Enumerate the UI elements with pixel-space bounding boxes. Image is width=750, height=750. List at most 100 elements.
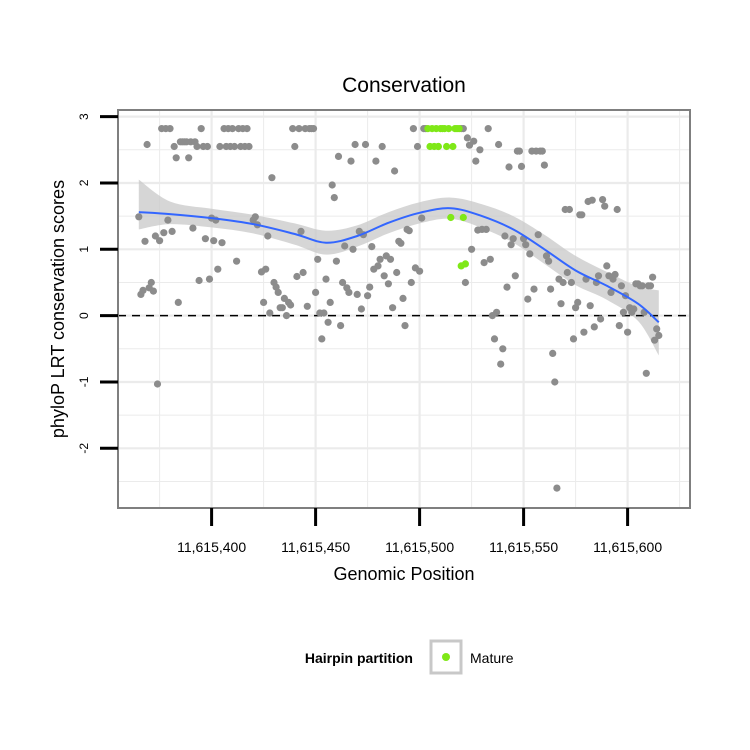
data-point-mature <box>434 142 442 151</box>
data-point-other <box>391 167 399 175</box>
data-point-other <box>141 237 149 245</box>
data-point-other <box>495 140 503 149</box>
smooth-confidence-ribbon <box>138 179 659 356</box>
data-point-other <box>216 142 224 151</box>
data-point-other <box>328 181 336 189</box>
data-point-other <box>361 140 370 149</box>
data-point-other <box>493 308 501 316</box>
data-point-mature <box>461 260 469 268</box>
data-point-other <box>538 147 546 155</box>
data-point-other <box>507 241 515 249</box>
data-point-other <box>597 315 605 323</box>
data-point-other <box>615 322 623 330</box>
x-tick-label: 11,615,500 <box>385 539 454 555</box>
legend-key-mature <box>442 653 450 661</box>
data-point-other <box>468 245 476 253</box>
data-point-other <box>228 125 236 133</box>
data-point-other <box>501 232 509 240</box>
data-point-other <box>590 323 598 331</box>
y-tick-label: 2 <box>77 179 91 186</box>
data-point-other <box>563 268 571 277</box>
data-point-other <box>345 288 353 296</box>
data-point-other <box>353 290 361 298</box>
data-points <box>135 125 663 492</box>
data-point-other <box>470 137 478 145</box>
data-point-other <box>534 231 542 239</box>
data-point-other <box>524 295 532 303</box>
data-point-other <box>268 174 276 182</box>
data-point-other <box>299 268 307 277</box>
data-point-other <box>347 157 355 165</box>
data-point-other <box>522 241 530 249</box>
data-point-other <box>407 278 415 287</box>
y-tick-label: -1 <box>77 376 91 387</box>
data-point-other <box>366 283 374 291</box>
data-point-other <box>185 154 193 162</box>
data-point-other <box>578 211 586 219</box>
data-point-other <box>214 265 222 273</box>
data-point-other <box>490 335 499 343</box>
data-point-other <box>547 285 555 293</box>
data-point-other <box>195 276 203 285</box>
x-tick-label: 11,615,550 <box>489 539 558 555</box>
data-point-other <box>135 213 143 221</box>
legend-label-mature: Mature <box>470 650 514 666</box>
data-point-other <box>472 157 480 165</box>
data-point-other <box>143 140 151 149</box>
data-point-other <box>545 257 553 265</box>
data-point-other <box>480 259 488 267</box>
data-point-other <box>565 205 574 214</box>
data-point-other <box>505 163 513 171</box>
data-point-mature <box>449 142 457 151</box>
x-axis-title: Genomic Position <box>333 564 474 584</box>
data-point-other <box>351 140 359 149</box>
data-point-other <box>166 125 174 133</box>
data-point-other <box>297 227 305 235</box>
data-point-other <box>164 216 172 224</box>
data-point-other <box>295 125 303 133</box>
data-point-other <box>303 302 311 310</box>
data-point-other <box>594 272 603 280</box>
data-point-other <box>337 322 345 330</box>
data-point-other <box>170 142 178 151</box>
data-point-other <box>380 272 388 280</box>
data-point-other <box>649 273 657 281</box>
y-tick-label: 1 <box>77 246 91 253</box>
data-point-other <box>517 162 526 170</box>
y-axis-title: phyloP LRT conservation scores <box>48 180 68 438</box>
x-axis: 11,615,400 11,615,450 11,615,500 11,615,550… <box>177 508 662 555</box>
data-point-other <box>243 125 251 133</box>
data-point-other <box>266 309 274 317</box>
data-point-other <box>646 282 655 290</box>
smooth-trend-line <box>138 207 660 324</box>
data-point-other <box>413 142 422 151</box>
data-point-other <box>617 282 626 290</box>
data-point-other <box>393 268 401 277</box>
data-point-other <box>326 298 334 306</box>
data-point-other <box>655 331 663 340</box>
data-point-other <box>193 142 201 151</box>
data-point-other <box>203 142 211 151</box>
data-point-other <box>324 318 332 326</box>
data-point-other <box>386 255 395 263</box>
data-point-other <box>293 272 301 281</box>
data-point-other <box>611 270 619 279</box>
x-tick-label: 11,615,450 <box>281 539 350 555</box>
data-point-other <box>278 304 286 312</box>
data-point-other <box>282 312 291 320</box>
data-point-other <box>149 287 157 295</box>
data-point-other <box>557 300 565 308</box>
data-point-other <box>401 322 409 330</box>
data-point-other <box>314 255 322 263</box>
data-point-other <box>378 142 386 151</box>
data-point-other <box>463 134 471 142</box>
data-point-mature <box>459 213 467 222</box>
plot-panel <box>117 109 691 509</box>
data-point-other <box>274 288 282 296</box>
data-point-other <box>642 369 650 377</box>
data-point-other <box>624 328 632 336</box>
y-tick-label: 3 <box>77 113 91 120</box>
data-point-other <box>638 282 646 290</box>
data-point-other <box>567 278 576 287</box>
data-point-other <box>526 250 534 258</box>
